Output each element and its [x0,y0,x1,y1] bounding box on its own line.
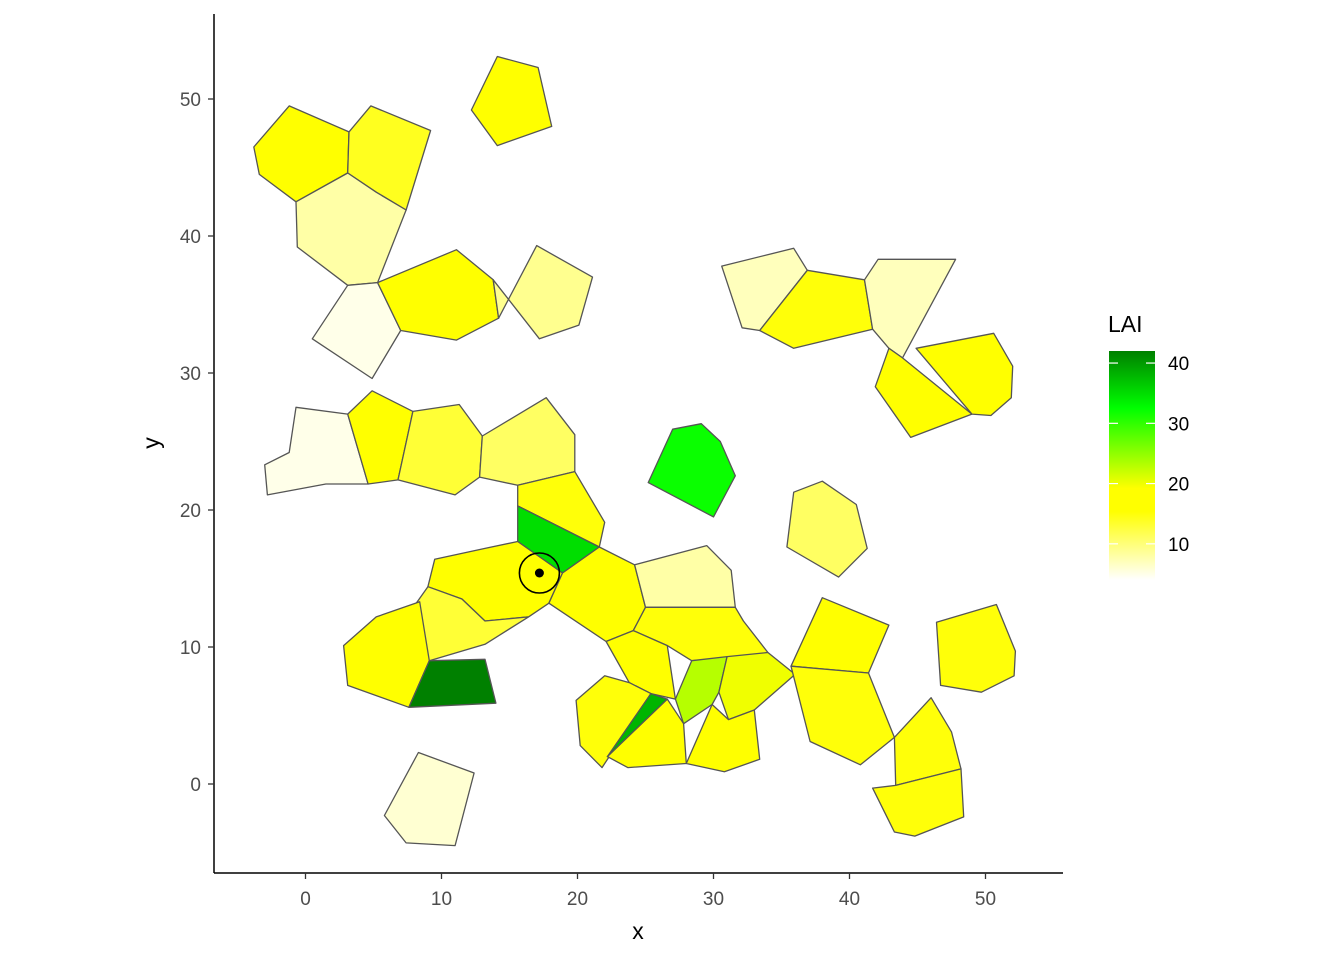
cell-36 [685,703,761,773]
legend-ticks: 10 20 30 40 [1109,354,1189,556]
cell-27 [408,658,497,708]
cell-11 [874,347,973,439]
y-tick-label: 50 [180,90,201,111]
cell-40 [383,751,475,847]
y-tick-label: 30 [180,364,201,385]
cell-35 [606,698,687,769]
cell-30 [718,651,796,721]
x-tick-label: 30 [703,889,724,910]
cell-19 [647,423,736,518]
y-axis-ticks: 0 10 20 30 40 50 [180,90,214,796]
cell-38 [871,768,965,837]
highlight-ring [518,552,561,594]
cell-5 [311,281,402,380]
y-tick-label: 40 [180,227,201,248]
cell-20 [786,480,868,578]
y-axis-title: y [138,437,164,449]
cell-13 [264,406,369,496]
x-axis-title: x [632,918,644,944]
legend-tick-label: 10 [1168,535,1189,556]
cell-4 [295,172,407,286]
axes: 0 10 20 30 40 50 0 10 20 30 40 50 x y [138,14,1063,944]
cell-9 [759,269,874,349]
x-tick-label: 20 [567,889,588,910]
x-tick-label: 50 [975,889,996,910]
legend-tick-label: 40 [1168,354,1189,375]
y-tick-label: 20 [180,501,201,522]
cell-3 [470,55,553,147]
legend: LAI 10 20 30 40 [1108,311,1189,580]
x-axis-ticks: 0 10 20 30 40 50 [300,873,996,910]
x-tick-label: 10 [431,889,452,910]
highlight-marker [518,552,561,594]
y-tick-label: 10 [180,638,201,659]
cell-7 [492,244,594,340]
legend-colorbar [1109,351,1155,580]
y-tick-label: 0 [190,775,201,796]
cell-24 [633,544,736,608]
legend-tick-label: 30 [1168,414,1189,435]
cell-16 [478,397,576,486]
cell-37 [893,697,962,787]
cell-17 [517,470,606,548]
cell-32 [790,665,896,766]
highlight-dot [534,568,544,578]
cell-39 [935,603,1017,693]
legend-title: LAI [1108,311,1143,337]
x-tick-label: 40 [839,889,860,910]
cell-31 [790,597,890,674]
cell-12 [915,332,1014,417]
x-tick-label: 0 [300,889,311,910]
voronoi-cells [253,55,1017,847]
legend-tick-label: 20 [1168,475,1189,496]
